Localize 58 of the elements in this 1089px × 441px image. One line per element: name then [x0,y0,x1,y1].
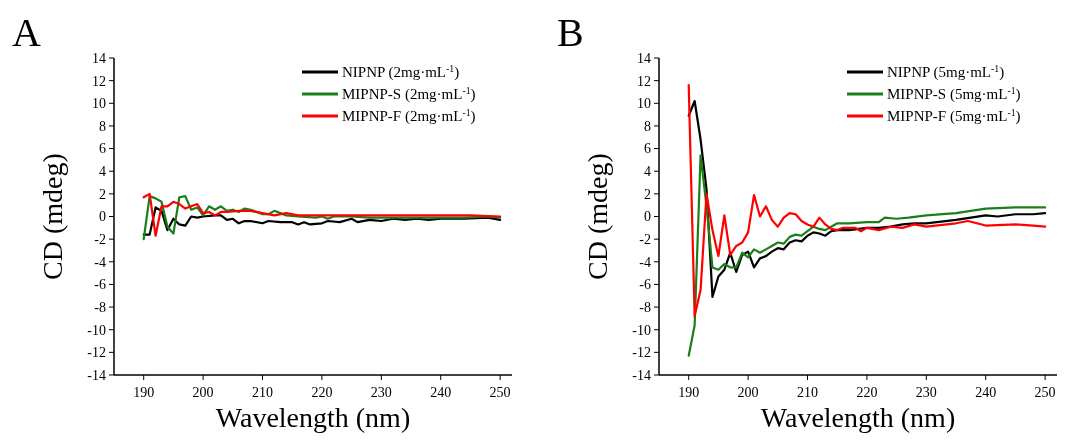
x-tick-label: 210 [797,385,819,400]
y-tick-label: 10 [92,96,106,112]
y-tick-label: 8 [99,118,106,134]
x-tick-label: 220 [311,385,333,400]
y-tick-label: -8 [94,299,106,315]
y-tick-label: 2 [644,186,651,202]
y-tick-label: -12 [632,345,651,361]
chart-title: A [12,10,41,55]
x-tick-label: 230 [915,385,937,400]
y-tick-label: 0 [99,209,106,225]
x-tick-label: 240 [975,385,997,400]
x-tick-label: 240 [430,385,452,400]
y-axis-title: CD (mdeg) [582,153,613,280]
y-tick-label: -10 [632,322,651,338]
y-tick-label: -2 [94,232,106,248]
y-tick-label: -14 [632,367,651,383]
y-tick-label: 8 [644,118,651,134]
x-tick-label: 250 [1034,385,1056,400]
line-series [687,154,1047,357]
x-tick-label: 250 [489,385,511,400]
x-tick-label: 190 [133,385,155,400]
y-tick-label: 6 [99,141,106,157]
x-tick-label: 230 [370,385,392,400]
y-tick-label: -14 [87,367,106,383]
chart-title: B [557,10,584,55]
legend-label: MIPNP-F (2mg·mL$^{-1}$) [342,106,476,126]
y-tick-label: 2 [99,186,106,202]
y-tick-label: 12 [92,73,106,89]
y-tick-label: -4 [639,254,651,270]
x-tick-label: 210 [252,385,274,400]
y-tick-label: -10 [87,322,106,338]
legend-label: MIPNP-F (5mg·mL$^{-1}$) [887,106,1021,126]
legend-label: NIPNP (2mg·mL$^{-1}$) [342,62,460,82]
legend-label: MIPNP-S (5mg·mL$^{-1}$) [887,84,1021,104]
x-tick-label: 220 [856,385,878,400]
x-tick-label: 200 [737,385,759,400]
y-tick-label: 6 [644,141,651,157]
x-axis-title: Wavelength (nm) [215,402,411,433]
y-tick-label: 0 [644,209,651,225]
y-tick-label: -6 [94,277,106,293]
y-tick-label: 4 [644,164,651,180]
legend-label: NIPNP (5mg·mL$^{-1}$) [887,62,1005,82]
y-tick-label: -12 [87,345,106,361]
y-tick-label: -6 [639,277,651,293]
x-tick-label: 190 [678,385,700,400]
line-series [142,206,502,236]
y-tick-label: 14 [92,50,106,66]
x-axis-title: Wavelength (nm) [760,402,956,433]
y-axis-title: CD (mdeg) [37,153,68,280]
y-tick-label: 12 [637,73,651,89]
legend-label: MIPNP-S (2mg·mL$^{-1}$) [342,84,476,104]
y-tick-label: -8 [639,299,651,315]
y-tick-label: -4 [94,254,106,270]
y-tick-label: 10 [637,96,651,112]
x-tick-label: 200 [192,385,214,400]
y-tick-label: 4 [99,164,106,180]
y-tick-label: 14 [637,50,651,66]
y-tick-label: -2 [639,232,651,248]
